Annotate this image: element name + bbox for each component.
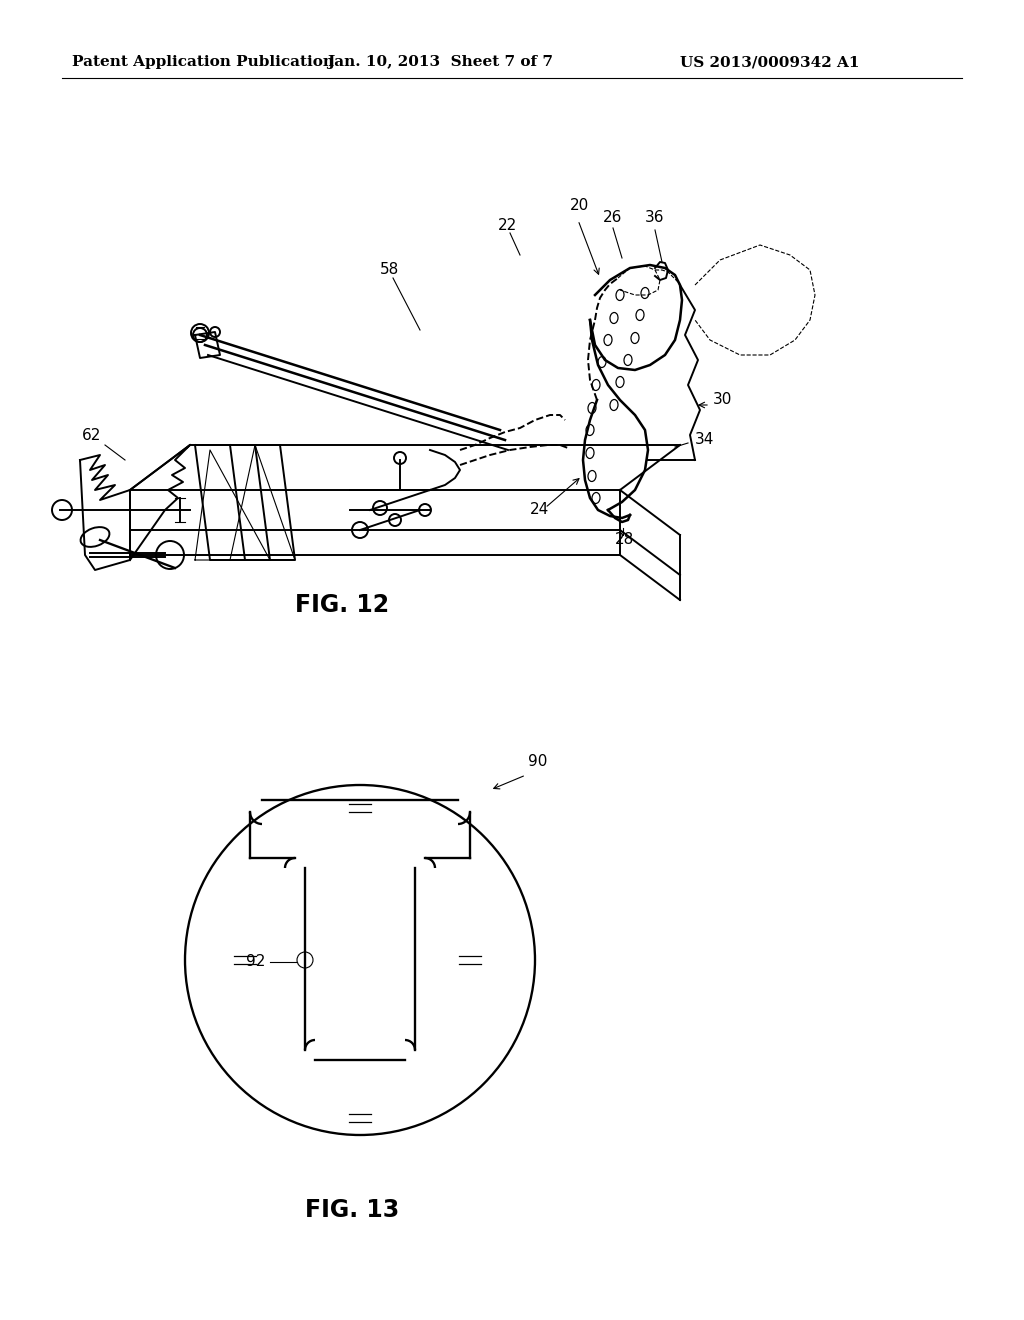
Text: 20: 20 [570, 198, 589, 213]
Text: FIG. 13: FIG. 13 [305, 1199, 399, 1222]
Text: 92: 92 [246, 954, 265, 969]
Text: US 2013/0009342 A1: US 2013/0009342 A1 [680, 55, 859, 69]
Text: 58: 58 [380, 263, 399, 277]
Text: 30: 30 [713, 392, 732, 408]
Text: 26: 26 [603, 210, 623, 226]
Text: Patent Application Publication: Patent Application Publication [72, 55, 334, 69]
Text: FIG. 12: FIG. 12 [295, 593, 389, 616]
Text: 24: 24 [530, 503, 549, 517]
Text: 90: 90 [528, 755, 548, 770]
Text: 28: 28 [615, 532, 634, 548]
Text: 36: 36 [645, 210, 665, 226]
Text: 34: 34 [695, 433, 715, 447]
Text: 22: 22 [498, 218, 517, 232]
Text: 62: 62 [82, 428, 101, 442]
Text: Jan. 10, 2013  Sheet 7 of 7: Jan. 10, 2013 Sheet 7 of 7 [327, 55, 553, 69]
